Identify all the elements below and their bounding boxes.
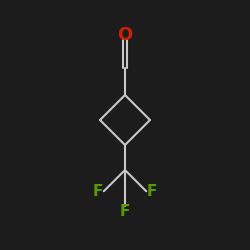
Text: O: O — [118, 26, 132, 44]
Text: F: F — [146, 184, 157, 199]
Text: F: F — [93, 184, 104, 199]
Text: F: F — [120, 204, 130, 219]
